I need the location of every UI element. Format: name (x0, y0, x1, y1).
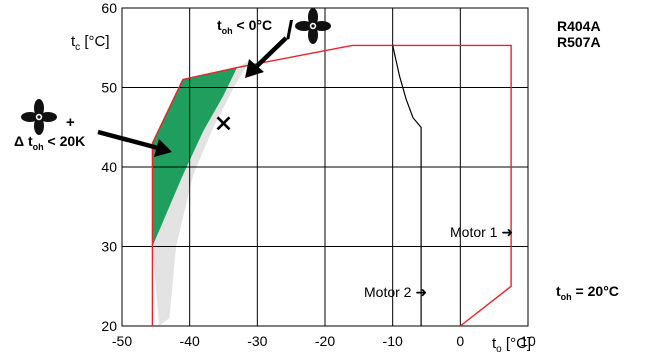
toh-20-label: toh = 20°C (556, 283, 619, 302)
motor1-label: Motor 1 ➜ (450, 224, 513, 240)
grey-region (152, 59, 251, 326)
x-tick-label: 10 (520, 333, 536, 349)
motor2-label: Motor 2 ➜ (364, 284, 427, 300)
x-tick-label: -50 (112, 333, 132, 349)
x-tick-label: -20 (315, 333, 335, 349)
toh-below-zero-label: toh < 0°C (217, 17, 272, 36)
envelope-line (151, 44, 512, 327)
slash-separator: / (286, 15, 293, 45)
arrow-top (245, 36, 288, 78)
refrigerant-label-2: R507A (557, 34, 601, 50)
y-axis-label: tc [°C] (71, 33, 110, 53)
x-tick-labels: -50 -40 -30 -20 -10 0 10 (112, 333, 536, 349)
x-tick-label: 0 (456, 333, 464, 349)
x-tick-label: -10 (383, 333, 403, 349)
y-tick-label: 30 (101, 239, 117, 255)
y-tick-label: 60 (101, 0, 117, 16)
x-tick-label: -40 (180, 333, 200, 349)
plus-sign: + (66, 114, 75, 131)
y-tick-labels: 20 30 40 50 60 (101, 0, 117, 334)
fan-icon-left (21, 99, 57, 135)
refrigerant-label-1: R404A (557, 18, 601, 34)
delta-toh-label: Δ toh < 20K (14, 133, 85, 152)
x-axis-label: to [°C] (492, 335, 531, 355)
y-tick-label: 40 (101, 159, 117, 175)
y-tick-label: 50 (101, 80, 117, 96)
plot-frame (121, 7, 529, 327)
motor1-curve (392, 45, 422, 326)
cross-marker (216, 116, 231, 131)
cross-marker-stroke (216, 116, 231, 131)
arrow-left (97, 129, 172, 157)
y-tick-label: 20 (101, 318, 117, 334)
green-region (152, 67, 237, 247)
x-tick-label: -30 (247, 333, 267, 349)
